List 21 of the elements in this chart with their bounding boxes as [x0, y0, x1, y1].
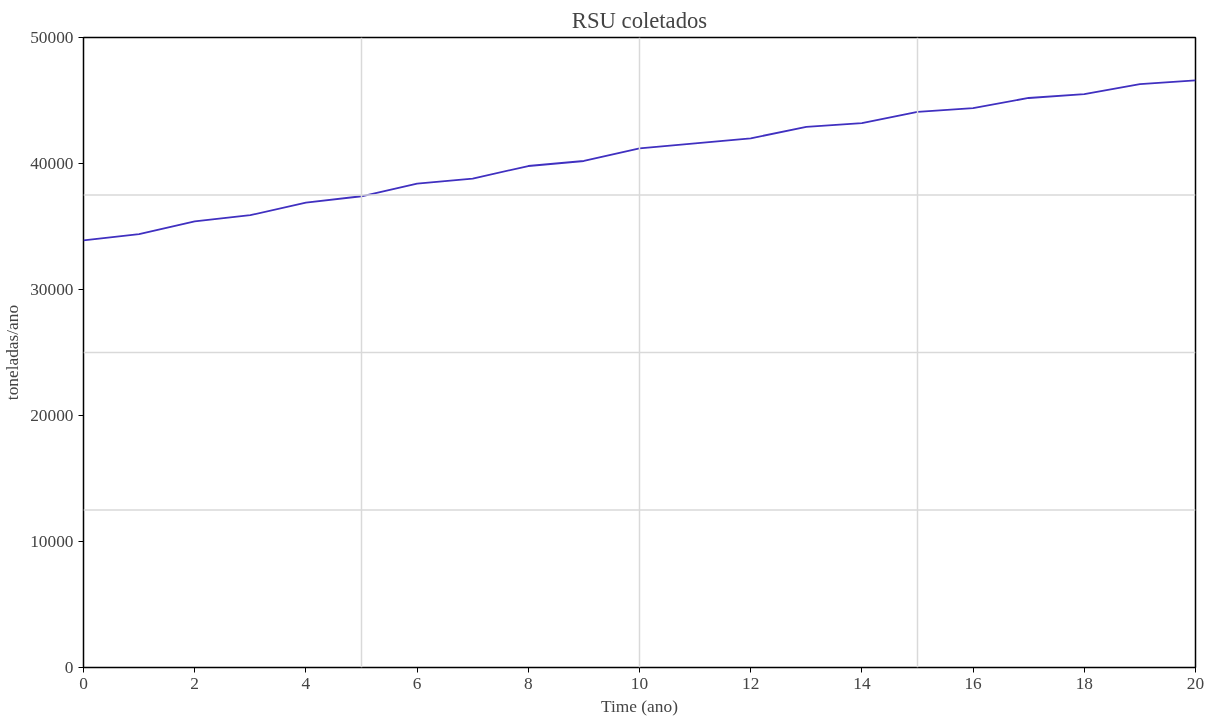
x-axis-title: Time (ano): [601, 696, 679, 716]
y-tick-label: 20000: [30, 406, 74, 425]
line-series: [83, 79, 1196, 242]
x-tick-label: 0: [79, 673, 88, 693]
y-tick-label: 40000: [30, 154, 74, 173]
x-tick-label: 2: [190, 673, 200, 693]
y-tick-label: 50000: [30, 28, 74, 47]
y-axis-title: toneladas/ano: [3, 304, 23, 401]
x-tick-label: 12: [742, 673, 760, 693]
y-tick-label: 30000: [30, 280, 74, 299]
x-tick-label: 4: [301, 673, 311, 693]
x-tick-label: 14: [853, 673, 871, 693]
x-tick-label: 18: [1075, 673, 1093, 693]
y-tick-label: 0: [64, 658, 74, 677]
x-tick-label: 8: [523, 673, 533, 693]
x-tick-label: 6: [412, 673, 422, 693]
chart-title: RSU coletados: [571, 7, 708, 33]
x-tick-label: 10: [630, 673, 649, 693]
y-tick-label: 10000: [30, 532, 74, 551]
x-tick-label: 16: [964, 673, 983, 693]
x-tick-label: 20: [1186, 673, 1205, 693]
